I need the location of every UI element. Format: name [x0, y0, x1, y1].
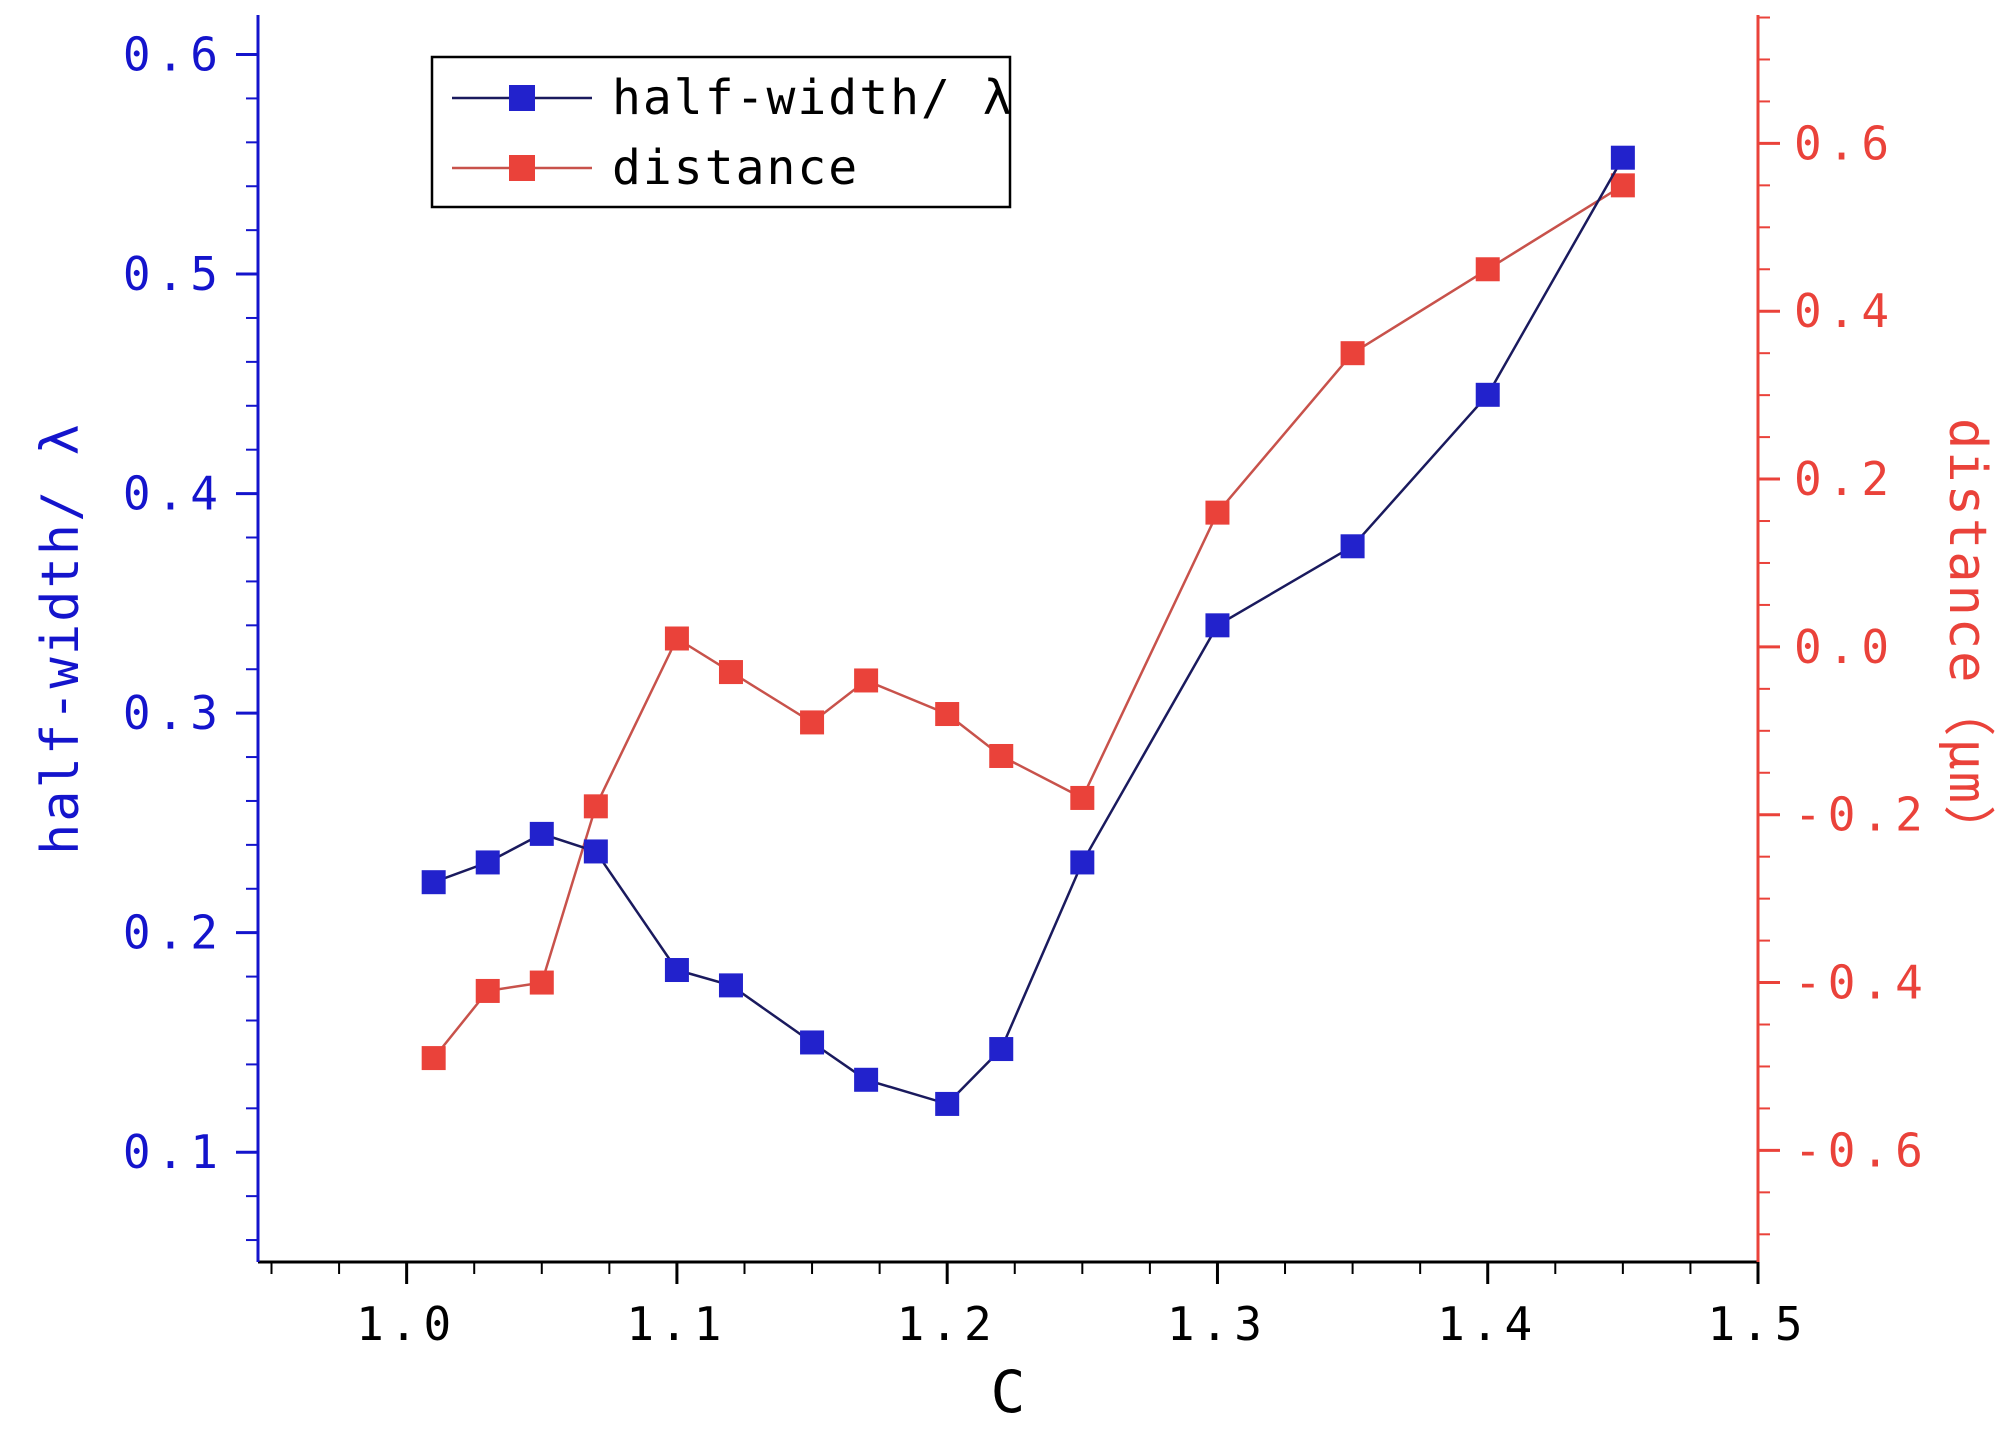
series-point-marker — [529, 821, 554, 846]
series-point-marker — [421, 870, 446, 895]
x-tick-label: 1.0 — [356, 1297, 457, 1351]
left-tick-label: 0.2 — [123, 906, 224, 960]
series-half-width — [421, 145, 1635, 1116]
series-distance — [421, 173, 1635, 1071]
x-tick-label: 1.1 — [626, 1297, 727, 1351]
legend-label: distance — [612, 140, 859, 196]
right-y-axis: 0.6 0.4 0.2 0.0 -0.2 -0.4 -0.6 distance（μm） — [1756, 15, 1997, 1262]
right-tick-label: -0.2 — [1794, 788, 1929, 842]
series-point-marker — [1205, 613, 1230, 638]
legend-box — [430, 55, 1012, 209]
series-point-marker — [1070, 785, 1095, 810]
legend: half-width/ λ distance — [430, 55, 1014, 209]
series-point-marker — [989, 743, 1014, 768]
series-point-marker — [529, 970, 554, 995]
x-tick-label: 1.4 — [1437, 1297, 1538, 1351]
x-tick-label: 1.5 — [1707, 1297, 1808, 1351]
series-point-marker — [800, 710, 825, 735]
right-tick-label: -0.6 — [1794, 1123, 1929, 1177]
series-point-marker — [1475, 257, 1500, 282]
series-point-marker — [1205, 500, 1230, 525]
series-point-marker — [1475, 382, 1500, 407]
right-tick-label: 0.2 — [1794, 452, 1895, 506]
series-point-marker — [1070, 850, 1095, 875]
series-point-marker — [718, 973, 743, 998]
right-tick-label: 0.6 — [1794, 116, 1895, 170]
series-point-marker — [1610, 173, 1635, 198]
left-tick-label: 0.1 — [123, 1125, 224, 1179]
series-point-marker — [1340, 341, 1365, 366]
series-point-marker — [583, 794, 608, 819]
series-point-marker — [718, 660, 743, 685]
legend-marker — [509, 85, 535, 111]
series-point-marker — [421, 1046, 446, 1071]
series-point-marker — [475, 850, 500, 875]
right-axis-title: distance（μm） — [1937, 418, 1997, 859]
x-axis-title: C — [991, 1358, 1026, 1426]
left-axis-title: half-width/ λ — [31, 422, 91, 855]
legend-entry: half-width/ λ — [452, 70, 1014, 126]
series-point-marker — [583, 839, 608, 864]
right-tick-label: 0.0 — [1794, 620, 1895, 674]
series-point-marker — [854, 668, 879, 693]
series-point-marker — [664, 626, 689, 651]
left-tick-label: 0.5 — [123, 247, 224, 301]
series-point-marker — [854, 1067, 879, 1092]
left-tick-label: 0.4 — [123, 467, 224, 521]
legend-marker — [509, 155, 535, 181]
series-point-marker — [664, 958, 689, 983]
x-tick-label: 1.2 — [897, 1297, 998, 1351]
left-y-axis: 0.1 0.2 0.3 0.4 0.5 0.6 half-width/ λ — [31, 15, 260, 1262]
legend-entry: distance — [452, 140, 859, 196]
x-tick-label: 1.3 — [1167, 1297, 1268, 1351]
right-tick-label: 0.4 — [1794, 284, 1895, 338]
series-point-marker — [935, 1091, 960, 1116]
left-tick-label: 0.3 — [123, 686, 224, 740]
series-point-marker — [1610, 145, 1635, 170]
right-tick-label: -0.4 — [1794, 956, 1929, 1010]
series-point-marker — [475, 978, 500, 1003]
series-point-marker — [800, 1030, 825, 1055]
series-point-marker — [935, 702, 960, 727]
x-axis: 1.0 1.1 1.2 1.3 1.4 1.5 C — [258, 1260, 1808, 1426]
left-tick-label: 0.6 — [123, 28, 224, 82]
series-point-marker — [989, 1037, 1014, 1062]
legend-label: half-width/ λ — [612, 70, 1014, 126]
series-point-marker — [1340, 534, 1365, 559]
